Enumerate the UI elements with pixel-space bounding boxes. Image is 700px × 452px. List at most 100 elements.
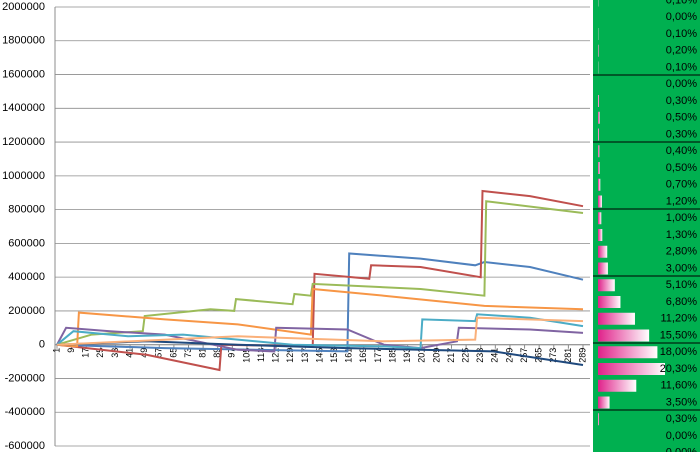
series-line	[56, 316, 584, 346]
x-tick-label: 161	[344, 348, 354, 363]
value-label: 0,30%	[666, 95, 697, 107]
x-tick-label: 265	[534, 348, 544, 363]
x-tick-label: 241	[490, 348, 500, 363]
x-tick-label: 17	[81, 348, 91, 358]
value-label: 2,80%	[666, 246, 697, 258]
value-label: 20,30%	[660, 363, 698, 375]
y-tick-label: 1000000	[2, 170, 45, 182]
bar-panel: 0,10% 0,00% 0,10% 0,20% 0,10% 0,00% 0,30% 0,50%…	[593, 0, 700, 452]
bar	[598, 329, 650, 342]
x-tick-label: 1	[51, 348, 61, 353]
bar	[598, 178, 601, 191]
x-tick-label: 113	[256, 348, 266, 362]
x-tick-label: 145	[314, 348, 324, 363]
bar	[598, 195, 602, 208]
value-label: 11,20%	[661, 313, 698, 325]
value-label: 0,00%	[666, 78, 697, 90]
value-label: 11,60%	[661, 380, 698, 392]
x-tick-label: 97	[227, 348, 237, 358]
x-tick-label: 25	[95, 348, 105, 358]
x-tick-label: 209	[431, 348, 441, 363]
value-label: 0,70%	[666, 179, 697, 191]
series-line	[56, 326, 584, 353]
value-label: 15,50%	[660, 329, 698, 341]
x-tick-label: 289	[577, 348, 587, 363]
value-label: 18,00%	[660, 346, 698, 358]
x-tick-label: 185	[387, 348, 397, 363]
bar	[598, 396, 610, 409]
x-tick-label: 57	[154, 348, 164, 358]
bar	[598, 95, 599, 107]
x-tick-label: 193	[402, 348, 412, 363]
x-tick-label: 273	[548, 348, 558, 363]
value-label: 1,00%	[666, 212, 697, 224]
bar	[598, 245, 608, 258]
x-tick-label: 9	[66, 348, 76, 353]
value-label: 0,30%	[666, 128, 697, 140]
y-tick-label: 200000	[8, 305, 45, 317]
y-tick-label: 1200000	[2, 136, 45, 148]
bar	[598, 279, 615, 292]
y-tick-label: 1800000	[2, 35, 45, 47]
value-label: 3,00%	[666, 262, 697, 274]
value-label: 3,50%	[666, 396, 697, 408]
x-tick-label: 233	[475, 348, 485, 363]
value-label: 0,50%	[666, 162, 697, 174]
bar	[598, 296, 621, 308]
x-tick-label: 281	[563, 348, 573, 363]
bar	[598, 413, 599, 426]
value-label: 1,30%	[666, 229, 697, 241]
bar	[598, 162, 600, 174]
x-tick-label: 137	[300, 348, 310, 363]
series-line	[56, 252, 584, 353]
x-tick-label: 153	[329, 348, 339, 363]
x-tick-label: 81	[197, 348, 207, 358]
bar	[598, 128, 599, 141]
bar	[598, 111, 600, 124]
y-tick-label: 1600000	[2, 68, 45, 80]
value-label: 6,80%	[666, 296, 697, 308]
bar	[598, 145, 600, 158]
bar	[598, 312, 635, 325]
x-tick-label: 33	[110, 348, 120, 358]
x-tick-label: 121	[271, 348, 281, 363]
x-tick-label: 225	[460, 348, 470, 363]
value-label: 0,10%	[666, 0, 697, 6]
bar	[598, 363, 665, 375]
y-tick-label: 600000	[8, 237, 45, 249]
x-tick-label: 73	[183, 348, 193, 358]
x-tick-label: 177	[373, 348, 383, 363]
bar	[598, 44, 599, 57]
x-tick-label: 169	[358, 348, 368, 363]
x-tick-label: 65	[168, 348, 178, 358]
value-label: 0,00%	[666, 447, 697, 452]
x-tick-label: 49	[139, 348, 149, 358]
value-label: 0,10%	[666, 61, 697, 73]
bar	[598, 346, 658, 359]
value-label: 0,50%	[666, 112, 697, 124]
series-line	[56, 313, 584, 350]
y-tick-label: 1400000	[2, 102, 45, 114]
series-line	[56, 189, 584, 372]
value-label: 0,30%	[666, 413, 697, 425]
value-label: 0,40%	[666, 145, 697, 157]
line-chart: 2000000180000016000001400000120000010000…	[2, 1, 590, 452]
value-label: 0,10%	[666, 28, 697, 40]
x-tick-label: 105	[241, 348, 251, 363]
value-label: 5,10%	[666, 279, 697, 291]
y-tick-label: -400000	[5, 406, 45, 418]
y-tick-label: 800000	[8, 204, 45, 216]
x-tick-label: 217	[446, 348, 456, 363]
x-tick-label: 129	[285, 348, 295, 363]
bar	[598, 229, 603, 241]
value-label: 0,00%	[666, 430, 697, 442]
bar	[598, 262, 608, 275]
value-label: 0,00%	[666, 11, 697, 23]
x-tick-label: 89	[212, 348, 222, 358]
y-tick-label: 0	[39, 339, 45, 351]
value-label: 1,20%	[666, 195, 697, 207]
series-line	[56, 200, 584, 346]
value-label: 0,20%	[666, 45, 697, 57]
y-tick-label: -600000	[5, 440, 45, 452]
x-tick-label: 201	[417, 348, 427, 363]
